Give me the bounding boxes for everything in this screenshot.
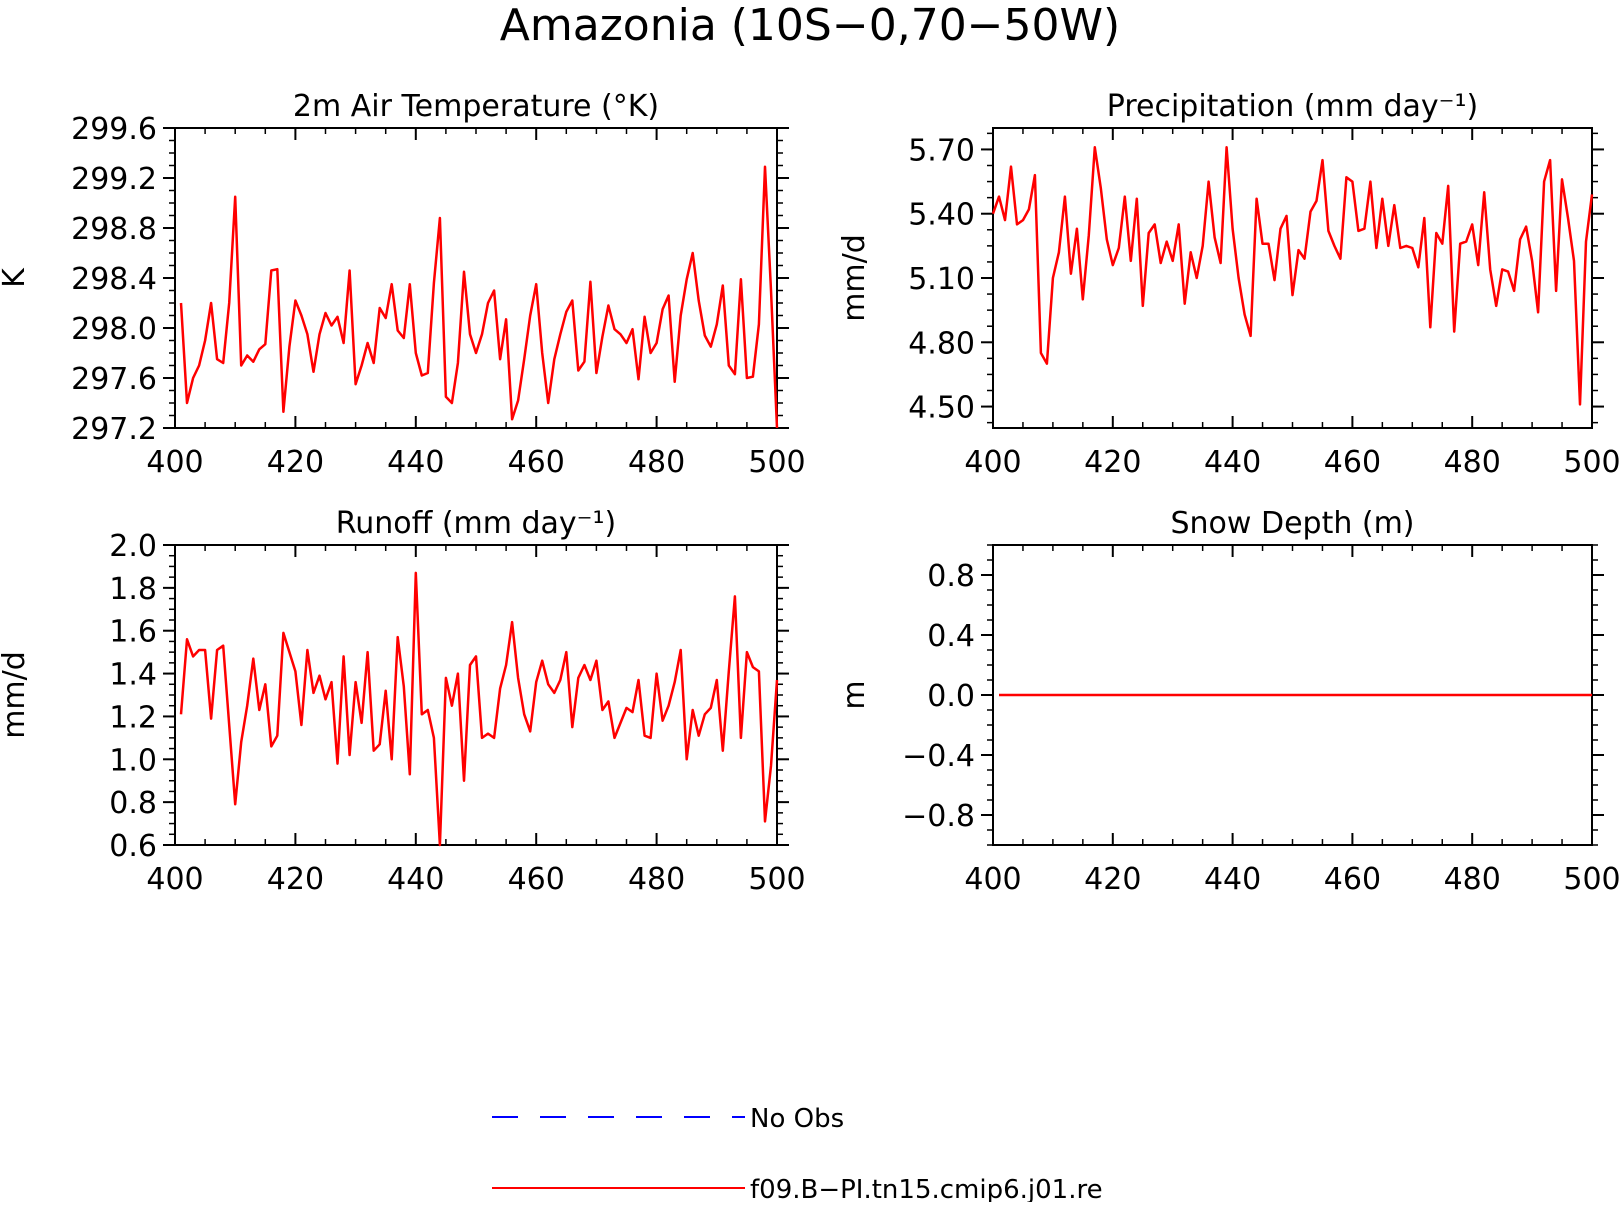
- y-tick-label: 0.8: [927, 559, 975, 594]
- x-tick-label: 500: [748, 862, 805, 897]
- x-tick-label: 400: [146, 445, 203, 480]
- y-axis-label: m: [837, 680, 872, 709]
- x-tick-label: 500: [748, 445, 805, 480]
- x-tick-label: 480: [1444, 445, 1501, 480]
- y-tick-label: 298.8: [71, 212, 157, 247]
- x-tick-label: 420: [267, 862, 324, 897]
- x-tick-label: 460: [1324, 445, 1381, 480]
- x-tick-label: 420: [1084, 862, 1141, 897]
- x-tick-label: 440: [387, 862, 444, 897]
- x-tick-label: 420: [267, 445, 324, 480]
- x-tick-label: 460: [508, 862, 565, 897]
- series-line-runoff: [179, 571, 779, 847]
- x-tick-label: 440: [387, 445, 444, 480]
- x-tick-label: 480: [1444, 862, 1501, 897]
- y-tick-label: 0.0: [927, 679, 975, 714]
- y-tick-label: 1.8: [109, 572, 157, 607]
- x-tick-label: 460: [508, 445, 565, 480]
- panel-title: 2m Air Temperature (°K): [293, 89, 659, 124]
- y-tick-label: 1.6: [109, 615, 157, 650]
- x-tick-label: 400: [146, 862, 203, 897]
- legend-label-no-obs: No Obs: [750, 1104, 844, 1134]
- x-tick-label: 500: [1563, 862, 1620, 897]
- panel-air-temperature: 2m Air Temperature (°K) K 400 420 440 460 480 5…: [0, 89, 806, 480]
- panels: 2m Air Temperature (°K) K 400 420 440 460 480 5…: [0, 89, 1621, 897]
- y-axis-label: mm/d: [0, 651, 32, 739]
- y-tick-label: 299.2: [71, 162, 157, 197]
- y-tick-label: 1.4: [109, 658, 157, 693]
- x-tick-label: 420: [1084, 445, 1141, 480]
- y-tick-label: 297.2: [71, 412, 157, 447]
- y-axis-label: mm/d: [837, 234, 872, 322]
- y-tick-label: 5.10: [908, 262, 975, 297]
- x-tick-label: 400: [964, 862, 1021, 897]
- legend-label-model-run: f09.B−PI.tn15.cmip6.j01.re: [750, 1175, 1103, 1202]
- x-tick-label: 500: [1563, 445, 1620, 480]
- y-axis-label: K: [0, 267, 32, 288]
- y-tick-label: 0.8: [109, 786, 157, 821]
- y-tick-label: 0.6: [109, 829, 157, 864]
- x-tick-label: 400: [964, 445, 1021, 480]
- series-line-air-temperature: [179, 165, 779, 429]
- x-tick-label: 440: [1204, 445, 1261, 480]
- y-tick-label: 5.40: [908, 198, 975, 233]
- panel-title: Precipitation (mm day⁻¹): [1107, 89, 1478, 124]
- y-tick-label: 298.0: [71, 312, 157, 347]
- panel-runoff: Runoff (mm day⁻¹) mm/d 400 420 440 460 480 500 0…: [0, 506, 806, 897]
- y-tick-label: 2.0: [109, 529, 157, 564]
- x-tick-label: 480: [628, 862, 685, 897]
- y-tick-label: 1.2: [109, 700, 157, 735]
- y-tick-label: 297.6: [71, 362, 157, 397]
- plot-frame: [992, 127, 1593, 429]
- y-tick-label: 1.0: [109, 743, 157, 778]
- panel-title: Runoff (mm day⁻¹): [336, 506, 617, 541]
- panel-snow-depth: Snow Depth (m) m 400 420 440 460 480 500 −0.8 −0.…: [837, 506, 1621, 897]
- y-tick-label: 298.4: [71, 262, 157, 297]
- y-tick-label: 299.6: [71, 112, 157, 147]
- y-tick-label: 0.4: [927, 619, 975, 654]
- x-tick-label: 480: [628, 445, 685, 480]
- y-tick-label: 4.50: [908, 391, 975, 426]
- y-tick-label: 5.70: [908, 133, 975, 168]
- x-tick-label: 460: [1324, 862, 1381, 897]
- figure-title: Amazonia (10S−0,70−50W): [500, 0, 1120, 51]
- y-tick-label: 4.80: [908, 326, 975, 361]
- series-line-precipitation: [991, 146, 1594, 406]
- y-tick-label: −0.4: [902, 739, 975, 774]
- panel-precipitation: Precipitation (mm day⁻¹) mm/d 400 420 440 460…: [837, 89, 1621, 480]
- legend: No Obs f09.B−PI.tn15.cmip6.j01.re: [492, 1104, 1103, 1205]
- x-tick-label: 440: [1204, 862, 1261, 897]
- y-tick-label: −0.8: [902, 799, 975, 834]
- panel-title: Snow Depth (m): [1170, 506, 1414, 541]
